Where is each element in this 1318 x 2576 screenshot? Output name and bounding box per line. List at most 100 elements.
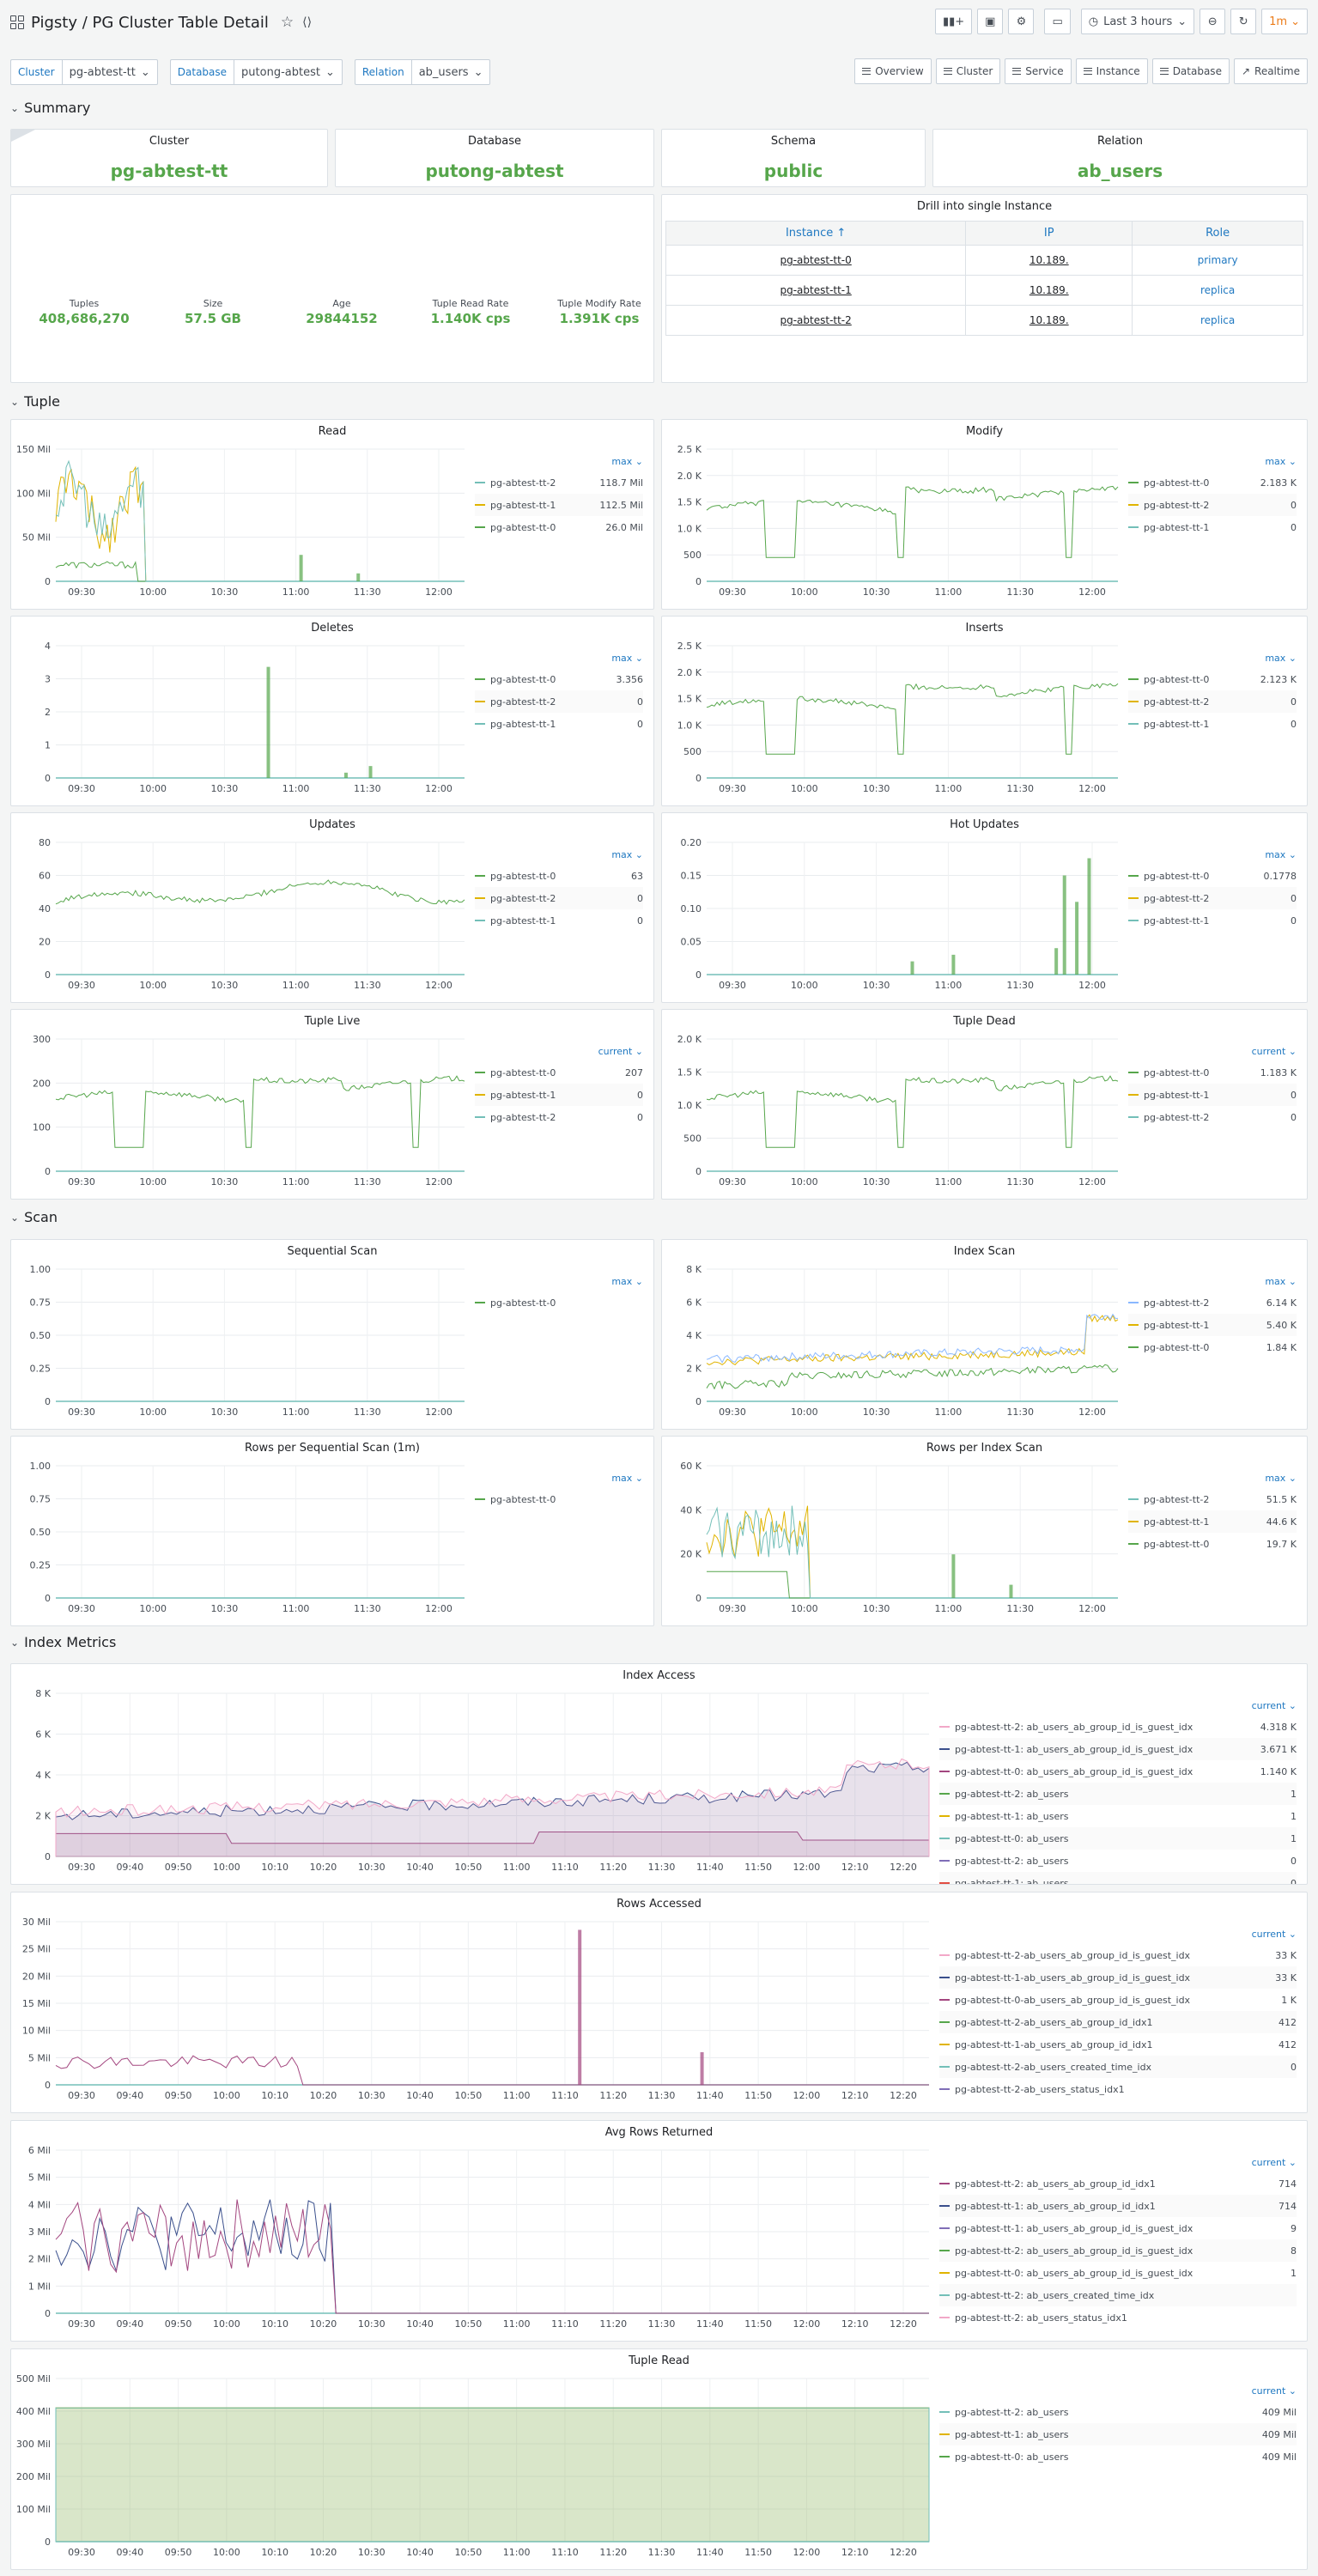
chart-seq[interactable]: 0 0.25 0.50 0.75 1.00 09:30 10:00 10:30 11:00 11:… xyxy=(11,1240,654,1430)
legend-item[interactable]: pg-abtest-tt-2: ab_users_created_time_id… xyxy=(939,2284,1297,2306)
legend-item[interactable]: pg-abtest-tt-2 0 xyxy=(1128,494,1297,516)
legend-item[interactable]: pg-abtest-tt-2: ab_users 409 Mil xyxy=(939,2401,1297,2423)
chart-arr[interactable]: 0 1 Mil 2 Mil 3 Mil 4 Mil 5 Mil 6 Mil 09:30 09:4… xyxy=(11,2121,1308,2342)
ip-link[interactable]: 10.189. xyxy=(965,305,1133,336)
panel-title[interactable]: Avg Rows Returned xyxy=(604,2126,714,2139)
save-icon[interactable]: ▣ xyxy=(977,9,1004,34)
legend-item[interactable]: pg-abtest-tt-1 0 xyxy=(475,909,643,932)
chart-live[interactable]: 0 100 200 300 09:30 10:00 10:30 11:00 11:30 12:00 xyxy=(11,1010,654,1200)
zoom-out-icon[interactable]: ⊖ xyxy=(1200,9,1226,34)
col-instance[interactable]: Instance ↑ xyxy=(665,221,967,246)
chart-updates[interactable]: 0 20 40 60 80 09:30 10:00 10:30 11:00 11:30 12:00 xyxy=(11,813,654,1003)
panel-title[interactable]: Index Access xyxy=(623,1669,695,1682)
instance-link[interactable]: pg-abtest-tt-1 xyxy=(665,275,967,306)
link-service[interactable]: Service xyxy=(1005,58,1072,84)
legend-item[interactable]: pg-abtest-tt-1 5.40 K xyxy=(1128,1314,1297,1336)
legend-item[interactable]: pg-abtest-tt-1: ab_users 1 xyxy=(939,1805,1297,1827)
legend-item[interactable]: pg-abtest-tt-0: ab_users_ab_group_id_is_… xyxy=(939,1760,1297,1783)
legend-item[interactable]: pg-abtest-tt-2-ab_users_ab_group_id_idx1… xyxy=(939,2011,1297,2033)
dashboard-title[interactable]: Pigsty / PG Cluster Table Detail xyxy=(31,13,269,32)
chart-rps[interactable]: 0 0.25 0.50 0.75 1.00 09:30 10:00 10:30 11:00 11:… xyxy=(11,1437,654,1626)
legend-item[interactable]: pg-abtest-tt-1: ab_users_ab_group_id_idx… xyxy=(939,2195,1297,2217)
legend-sort-header[interactable]: current ⌄ xyxy=(1251,1046,1297,1057)
legend-sort-header[interactable]: max ⌄ xyxy=(611,849,643,860)
legend-item[interactable]: pg-abtest-tt-1-ab_users_ab_group_id_idx1… xyxy=(939,2033,1297,2056)
legend-item[interactable]: pg-abtest-tt-1 0 xyxy=(1128,516,1297,538)
legend-item[interactable]: pg-abtest-tt-1 112.5 Mil xyxy=(475,494,643,516)
panel-title[interactable]: Rows per Index Scan xyxy=(926,1442,1043,1455)
chart-ia[interactable]: 02 K4 K6 K8 K09:30 09:40 09:50 10:00 10:10 10… xyxy=(11,1664,1308,1885)
legend-item[interactable]: pg-abtest-tt-0 2.183 K xyxy=(1128,471,1297,494)
ip-link[interactable]: 10.189. xyxy=(965,275,1133,306)
chart-deletes[interactable]: 0 1 2 3 4 09:30 10:00 10:30 11:00 11:30 12:00 xyxy=(11,617,654,806)
legend-sort-header[interactable]: max ⌄ xyxy=(1265,1473,1297,1484)
legend-item[interactable]: pg-abtest-tt-0 1.183 K xyxy=(1128,1061,1297,1084)
legend-item[interactable]: pg-abtest-tt-0 xyxy=(475,1291,643,1314)
panel-title[interactable]: Rows Accessed xyxy=(616,1898,702,1911)
legend-item[interactable]: pg-abtest-tt-1: ab_users_ab_group_id_is_… xyxy=(939,1738,1297,1760)
row-index-metrics[interactable]: ⌄ Index Metrics xyxy=(10,1634,117,1650)
chart-hot[interactable]: 0 0.05 0.10 0.15 0.20 09:30 10:00 10:30 11:00 11:… xyxy=(662,813,1308,1003)
legend-sort-header[interactable]: max ⌄ xyxy=(1265,456,1297,467)
ip-link[interactable]: 10.189. xyxy=(965,245,1133,276)
legend-sort-header[interactable]: current ⌄ xyxy=(598,1046,643,1057)
panel-title[interactable]: Tuple Live xyxy=(304,1015,361,1028)
panel-title[interactable]: Updates xyxy=(309,818,355,831)
chart-read[interactable]: 0 50 Mil 100 Mil 150 Mil 09:30 10:00 10:30 11:0… xyxy=(11,420,654,610)
chart-rpi[interactable]: 0 20 K 40 K 60 K 09:30 10:00 10:30 11:00 11:30 12… xyxy=(662,1437,1308,1626)
legend-sort-header[interactable]: max ⌄ xyxy=(611,1276,643,1287)
legend-item[interactable]: pg-abtest-tt-2-ab_users_ab_group_id_is_g… xyxy=(939,1944,1297,1966)
legend-item[interactable]: pg-abtest-tt-1: ab_users_ab_group_id_is_… xyxy=(939,2217,1297,2239)
chart-dead[interactable]: 0 500 1.0 K 1.5 K 2.0 K 09:30 10:00 10:30 11:00 1… xyxy=(662,1010,1308,1200)
legend-sort-header[interactable]: max ⌄ xyxy=(1265,1276,1297,1287)
legend-item[interactable]: pg-abtest-tt-2 51.5 K xyxy=(1128,1488,1297,1510)
legend-item[interactable]: pg-abtest-tt-2 0 xyxy=(1128,1106,1297,1128)
legend-item[interactable]: pg-abtest-tt-1 0 xyxy=(1128,713,1297,735)
legend-sort-header[interactable]: max ⌄ xyxy=(1265,849,1297,860)
legend-item[interactable]: pg-abtest-tt-0 2.123 K xyxy=(1128,668,1297,690)
legend-item[interactable]: pg-abtest-tt-1 44.6 K xyxy=(1128,1510,1297,1533)
legend-sort-header[interactable]: current ⌄ xyxy=(1251,1700,1297,1711)
settings-gear-icon[interactable]: ⚙ xyxy=(1008,9,1035,34)
chart-tr[interactable]: 0 100 Mil 200 Mil 300 Mil 400 Mil 500 Mil 09:3… xyxy=(11,2349,1308,2570)
panel-title[interactable]: Tuple Dead xyxy=(953,1015,1016,1028)
legend-item[interactable]: pg-abtest-tt-2: ab_users_status_idx1 xyxy=(939,2306,1297,2329)
legend-item[interactable]: pg-abtest-tt-0 1.84 K xyxy=(1128,1336,1297,1358)
var-select-relation[interactable]: ab_users ⌄ xyxy=(410,59,491,85)
instance-link[interactable]: pg-abtest-tt-2 xyxy=(665,305,967,336)
legend-item[interactable]: pg-abtest-tt-0 0.1778 xyxy=(1128,865,1297,887)
legend-item[interactable]: pg-abtest-tt-2 0 xyxy=(475,1106,643,1128)
instance-link[interactable]: pg-abtest-tt-0 xyxy=(665,245,967,276)
legend-sort-header[interactable]: current ⌄ xyxy=(1251,2157,1297,2168)
legend-item[interactable]: pg-abtest-tt-2 0 xyxy=(1128,690,1297,713)
panel-title[interactable]: Read xyxy=(318,425,347,438)
panel-title[interactable]: Hot Updates xyxy=(950,818,1019,831)
chart-modify[interactable]: 0 500 1.0 K 1.5 K 2.0 K 2.5 K 09:30 10:00 10:30 1… xyxy=(662,420,1308,610)
legend-item[interactable]: pg-abtest-tt-1 0 xyxy=(1128,1084,1297,1106)
row-summary[interactable]: ⌄ Summary xyxy=(10,100,91,116)
legend-item[interactable]: pg-abtest-tt-2 6.14 K xyxy=(1128,1291,1297,1314)
legend-item[interactable]: pg-abtest-tt-2-ab_users_created_time_idx… xyxy=(939,2056,1297,2078)
var-select-cluster[interactable]: pg-abtest-tt ⌄ xyxy=(61,59,158,85)
star-icon[interactable]: ☆ xyxy=(280,14,295,31)
share-icon[interactable]: ⟨⟩ xyxy=(302,15,313,29)
legend-item[interactable]: pg-abtest-tt-0 26.0 Mil xyxy=(475,516,643,538)
panel-title[interactable]: Rows per Sequential Scan (1m) xyxy=(245,1442,420,1455)
legend-item[interactable]: pg-abtest-tt-1 0 xyxy=(1128,909,1297,932)
legend-item[interactable]: pg-abtest-tt-0 xyxy=(475,1488,643,1510)
legend-item[interactable]: pg-abtest-tt-2 0 xyxy=(475,690,643,713)
col-role[interactable]: Role xyxy=(1132,221,1303,246)
panel-title[interactable]: Deletes xyxy=(311,622,354,635)
panel-title[interactable]: Sequential Scan xyxy=(287,1245,378,1258)
panel-title[interactable]: Inserts xyxy=(965,622,1004,635)
legend-item[interactable]: pg-abtest-tt-2: ab_users_ab_group_id_is_… xyxy=(939,1716,1297,1738)
legend-item[interactable]: pg-abtest-tt-2: ab_users_ab_group_id_idx… xyxy=(939,2172,1297,2195)
link-database[interactable]: Database xyxy=(1151,58,1230,84)
legend-item[interactable]: pg-abtest-tt-2: ab_users 0 xyxy=(939,1850,1297,1872)
refresh-icon[interactable]: ↻ xyxy=(1230,9,1257,34)
refresh-interval-select[interactable]: 1m ⌄ xyxy=(1261,9,1308,34)
time-picker[interactable]: ◷ Last 3 hours ⌄ xyxy=(1080,9,1195,34)
legend-item[interactable]: pg-abtest-tt-2-ab_users_status_idx1 xyxy=(939,2078,1297,2100)
var-select-database[interactable]: putong-abtest ⌄ xyxy=(234,59,343,85)
col-ip[interactable]: IP xyxy=(965,221,1133,246)
